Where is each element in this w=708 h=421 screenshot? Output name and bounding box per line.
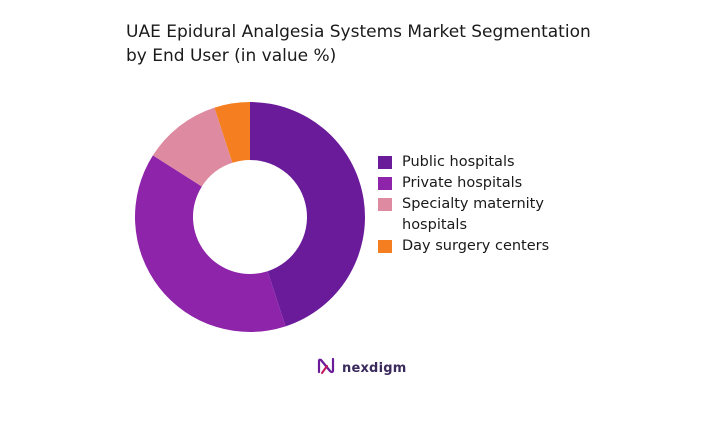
chart-legend: Public hospitals Private hospitals Speci… bbox=[378, 152, 598, 257]
nexdigm-logo-icon bbox=[316, 355, 338, 381]
legend-label-private-hospitals: Private hospitals bbox=[402, 175, 523, 191]
legend-label-day-surgery-centers: Day surgery centers bbox=[402, 238, 550, 254]
legend-item-private-hospitals: Private hospitals bbox=[378, 173, 598, 194]
chart-title-line-1: UAE Epidural Analgesia Systems Market Se… bbox=[126, 22, 591, 42]
legend-item-day-surgery-centers: Day surgery centers bbox=[378, 236, 598, 257]
legend-label-public-hospitals: Public hospitals bbox=[402, 154, 515, 170]
donut-slice-private-hospitals bbox=[134, 155, 286, 332]
legend-label-specialty-maternity-line-1: Specialty maternity bbox=[402, 196, 544, 212]
brand-footer: nexdigm bbox=[316, 357, 406, 379]
legend-item-specialty-maternity-hospitals: Specialty maternity hospitals bbox=[378, 194, 598, 236]
chart-title: UAE Epidural Analgesia Systems Market Se… bbox=[126, 20, 606, 68]
donut-slice-day-surgery-centers bbox=[214, 102, 250, 163]
donut-slice-specialty-maternity-hospitals bbox=[152, 107, 233, 187]
brand-name: nexdigm bbox=[342, 360, 407, 376]
legend-item-public-hospitals: Public hospitals bbox=[378, 152, 598, 173]
legend-swatch-public-hospitals bbox=[378, 156, 392, 169]
donut-slice-public-hospitals bbox=[250, 102, 365, 327]
legend-label-specialty-maternity-line-2: hospitals bbox=[402, 217, 468, 233]
legend-swatch-day-surgery-centers bbox=[378, 240, 392, 253]
legend-swatch-specialty-maternity-hospitals bbox=[378, 198, 392, 211]
chart-title-line-2: by End User (in value %) bbox=[126, 46, 337, 66]
legend-swatch-private-hospitals bbox=[378, 177, 392, 190]
